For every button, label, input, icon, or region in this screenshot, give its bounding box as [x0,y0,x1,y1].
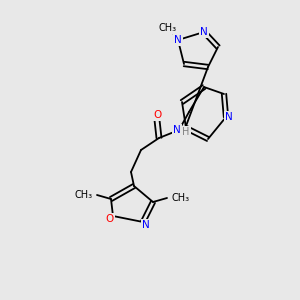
Text: CH₃: CH₃ [159,23,177,33]
Text: H: H [182,127,190,137]
Text: CH₃: CH₃ [75,190,93,200]
Text: N: N [225,112,233,122]
Text: N: N [174,35,182,45]
Text: N: N [200,27,208,37]
Text: N: N [142,220,150,230]
Text: O: O [153,110,161,120]
Text: CH₃: CH₃ [171,193,189,203]
Text: O: O [106,214,114,224]
Text: N: N [173,125,181,135]
